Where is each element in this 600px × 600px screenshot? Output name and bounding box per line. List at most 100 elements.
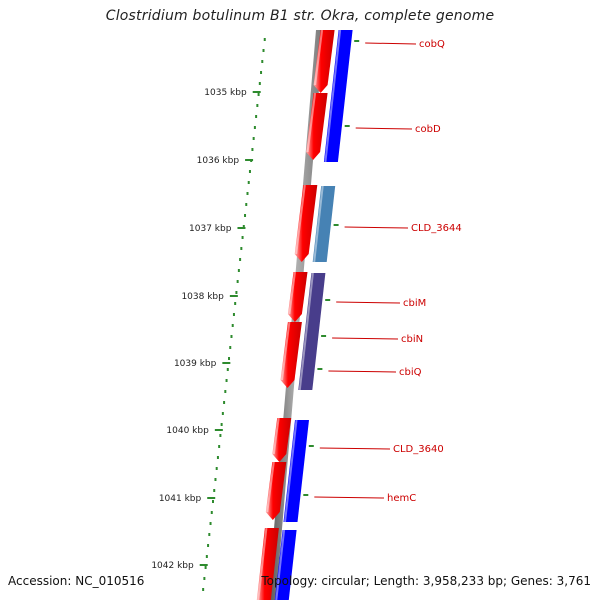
scale-dot [240, 247, 243, 250]
scale-dot [228, 357, 231, 360]
forward-cds-arrow [280, 322, 302, 388]
scale-tick-label: 1040 kbp [166, 426, 209, 436]
feature-tracks [256, 29, 353, 600]
scale-ticks: 1035 kbp 1036 kbp 1037 kbp 1038 kbp 1039 kbp… [151, 38, 266, 591]
gene-leader-line [314, 496, 385, 499]
scale-dot [207, 544, 210, 547]
genome-title: Clostridium botulinum B1 str. Okra, comp… [105, 8, 495, 24]
gene-leader-line [365, 42, 417, 45]
gene-feature-cobq [331, 30, 353, 93]
forward-cds-arrow [294, 185, 318, 262]
scale-dot [229, 346, 232, 349]
gene-feature-cld_3640 [283, 420, 309, 522]
forward-cds-arrow [272, 418, 292, 462]
gene-feature-cld_3644 [312, 186, 336, 262]
gene-feature-cld_3640-highlight [284, 419, 298, 523]
gene-label-cobd[interactable]: cobD [415, 124, 441, 135]
scale-dot [218, 445, 221, 448]
gene-leader-line [328, 370, 397, 373]
scale-dot [231, 324, 234, 327]
gene-feature-cbiq [298, 352, 317, 390]
scale-dot [215, 467, 218, 470]
scale-dot [223, 401, 226, 404]
forward-cds-arrow [313, 30, 335, 93]
scale-tick-label: 1037 kbp [189, 224, 232, 234]
scale-dot [239, 258, 242, 261]
gene-label-cbiq[interactable]: cbiQ [399, 367, 422, 378]
scale-dot [260, 71, 263, 74]
gene-label-cobq[interactable]: cobQ [419, 39, 445, 50]
gene-feature-continuation-highlight [275, 529, 286, 600]
scale-dot [236, 280, 239, 283]
scale-tick-label: 1041 kbp [159, 494, 202, 504]
gene-labels: cobQ cobD CLD_3644 cbiM cbiN cbiQ CLD_3640 hemC [303, 39, 462, 504]
gene-feature-cobd-highlight [324, 92, 335, 163]
gene-label-cld_3640[interactable]: CLD_3640 [393, 444, 444, 455]
scale-dot [246, 192, 249, 195]
scale-dot [241, 236, 244, 239]
scale-dot [232, 313, 235, 316]
scale-dot [261, 60, 264, 63]
scale-dot [247, 181, 250, 184]
scale-dot [202, 588, 205, 591]
forward-cds-arrow-highlight [257, 527, 268, 600]
scale-dot [263, 38, 266, 41]
gene-feature-cbim [302, 273, 326, 352]
scale-dot [252, 137, 255, 140]
gene-label-cld_3644[interactable]: CLD_3644 [411, 223, 462, 234]
scale-dot [205, 555, 208, 558]
scale-dot [221, 412, 224, 415]
scale-tick-label: 1035 kbp [204, 88, 247, 98]
accession-text: Accession: NC_010516 [8, 574, 145, 588]
scale-dot [257, 93, 260, 96]
scale-dot [244, 214, 247, 217]
gene-leader-line [344, 226, 409, 229]
forward-cds-arrow-highlight [272, 417, 280, 455]
scale-dot [225, 379, 228, 382]
scale-dot [235, 291, 238, 294]
scale-dot [214, 478, 217, 481]
gene-leader-line [336, 301, 401, 304]
scale-tick-label: 1038 kbp [181, 292, 224, 302]
forward-cds-arrow [287, 272, 308, 322]
forward-cds-arrow-highlight [266, 461, 275, 513]
scale-tick-label: 1036 kbp [197, 156, 240, 166]
gene-feature-cbiq-highlight [298, 351, 306, 391]
scale-dot [253, 126, 256, 129]
scale-dot [245, 203, 248, 206]
scale-tick-label: 1039 kbp [174, 359, 217, 369]
gene-label-cbin[interactable]: cbiN [401, 334, 423, 345]
gene-leader-line [319, 447, 391, 450]
forward-cds-arrow [306, 93, 328, 160]
scale-dot [230, 335, 233, 338]
scale-dot [242, 225, 245, 228]
scale-dot [226, 368, 229, 371]
scale-dot [248, 170, 251, 173]
scale-dot [216, 456, 219, 459]
gene-label-hemc[interactable]: hemC [387, 493, 416, 504]
scale-dot [204, 566, 207, 569]
scale-dot [213, 489, 216, 492]
scale-dot [255, 115, 258, 118]
gene-label-cbim[interactable]: cbiM [403, 298, 426, 309]
forward-cds-arrow [265, 462, 287, 520]
scale-dot [237, 269, 240, 272]
scale-dot [258, 82, 261, 85]
scale-dot [262, 49, 265, 52]
scale-dot [208, 533, 211, 536]
scale-dot [209, 522, 212, 525]
gene-feature-cobq-highlight [332, 29, 342, 94]
forward-cds-arrow-highlight [295, 184, 306, 255]
forward-cds-arrow-highlight [288, 271, 296, 315]
scale-dot [256, 104, 259, 107]
forward-cds-arrow-highlight [306, 92, 317, 153]
scale-dot [219, 434, 222, 437]
topology-text: Topology: circular; Length: 3,958,233 bp… [261, 574, 591, 588]
gene-leader-line [355, 127, 413, 130]
scale-tick-label: 1042 kbp [151, 561, 194, 571]
gene-feature-cld_3644-highlight [313, 185, 324, 263]
forward-cds-arrow-highlight [314, 29, 324, 86]
scale-dot [220, 423, 223, 426]
scale-dot [210, 511, 213, 514]
